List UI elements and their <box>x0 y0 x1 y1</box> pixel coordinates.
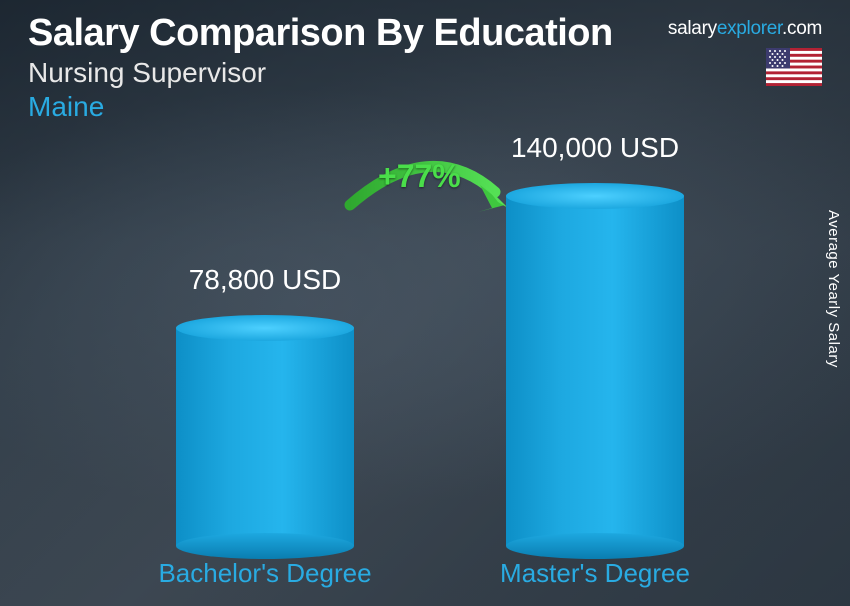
brand-mid: explorer <box>717 18 782 39</box>
bar-masters: 140,000 USD Master's Degree <box>506 196 684 546</box>
bar-value: 78,800 USD <box>135 264 395 296</box>
bar-top-cap <box>176 315 354 341</box>
bar-bottom-cap <box>506 533 684 559</box>
bar-body <box>506 196 684 546</box>
bar-top-cap <box>506 183 684 209</box>
bar-label: Bachelor's Degree <box>135 558 395 589</box>
bar-bachelors: 78,800 USD Bachelor's Degree <box>176 328 354 546</box>
brand-prefix: salary <box>668 18 717 39</box>
bar-bottom-cap <box>176 533 354 559</box>
bar-value: 140,000 USD <box>465 132 725 164</box>
us-flag-icon <box>766 48 822 86</box>
percent-increase-label: +77% <box>378 158 461 195</box>
bar-body <box>176 328 354 546</box>
brand-suffix: .com <box>782 18 822 39</box>
chart-area: +77% 78,800 USD Bachelor's Degree 140,00… <box>0 150 850 606</box>
chart-location: Maine <box>28 91 822 123</box>
chart-subtitle: Nursing Supervisor <box>28 57 822 89</box>
brand-logo: salaryexplorer.com <box>668 18 822 40</box>
bar-label: Master's Degree <box>465 558 725 589</box>
